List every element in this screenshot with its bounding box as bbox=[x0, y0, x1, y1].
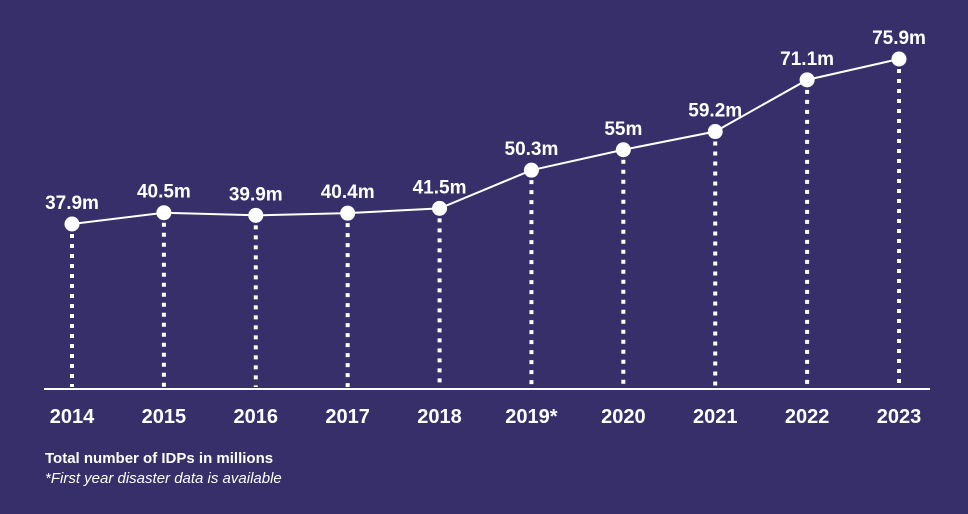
value-label-2019: 50.3m bbox=[505, 139, 559, 160]
value-label-2017: 40.4m bbox=[321, 182, 375, 203]
x-tick-label-2014: 2014 bbox=[50, 406, 95, 428]
data-point-2016 bbox=[248, 207, 264, 223]
value-label-2016: 39.9m bbox=[229, 184, 283, 205]
value-label-2022: 71.1m bbox=[780, 49, 834, 70]
data-point-2017 bbox=[340, 205, 356, 221]
data-point-2015 bbox=[156, 205, 172, 221]
data-point-2021 bbox=[707, 124, 723, 140]
value-label-2014: 37.9m bbox=[45, 193, 99, 214]
data-point-2014 bbox=[64, 216, 80, 232]
x-tick-label-2023: 2023 bbox=[877, 406, 922, 428]
x-tick-label-2016: 2016 bbox=[234, 406, 279, 428]
chart-note: *First year disaster data is available bbox=[45, 470, 282, 487]
value-label-2021: 59.2m bbox=[688, 101, 742, 122]
x-tick-label-2018: 2018 bbox=[417, 406, 462, 428]
x-tick-label-2017: 2017 bbox=[325, 406, 370, 428]
data-point-2023 bbox=[891, 51, 907, 67]
value-label-2023: 75.9m bbox=[872, 28, 926, 49]
value-label-2015: 40.5m bbox=[137, 182, 191, 203]
data-point-2022 bbox=[799, 72, 815, 88]
value-label-2020: 55m bbox=[604, 119, 642, 140]
series-line bbox=[71, 58, 900, 225]
x-tick-label-2019: 2019* bbox=[505, 406, 557, 428]
x-tick-label-2022: 2022 bbox=[785, 406, 830, 428]
x-tick-label-2020: 2020 bbox=[601, 406, 646, 428]
chart-caption: Total number of IDPs in millions bbox=[45, 450, 274, 467]
data-point-2018 bbox=[432, 200, 448, 216]
value-label-2018: 41.5m bbox=[413, 177, 467, 198]
data-point-2019 bbox=[523, 162, 539, 178]
data-point-2020 bbox=[615, 142, 631, 158]
chart-footnote: Total number of IDPs in millions *First … bbox=[45, 449, 282, 489]
x-tick-label-2021: 2021 bbox=[693, 406, 738, 428]
x-tick-label-2015: 2015 bbox=[142, 406, 187, 428]
